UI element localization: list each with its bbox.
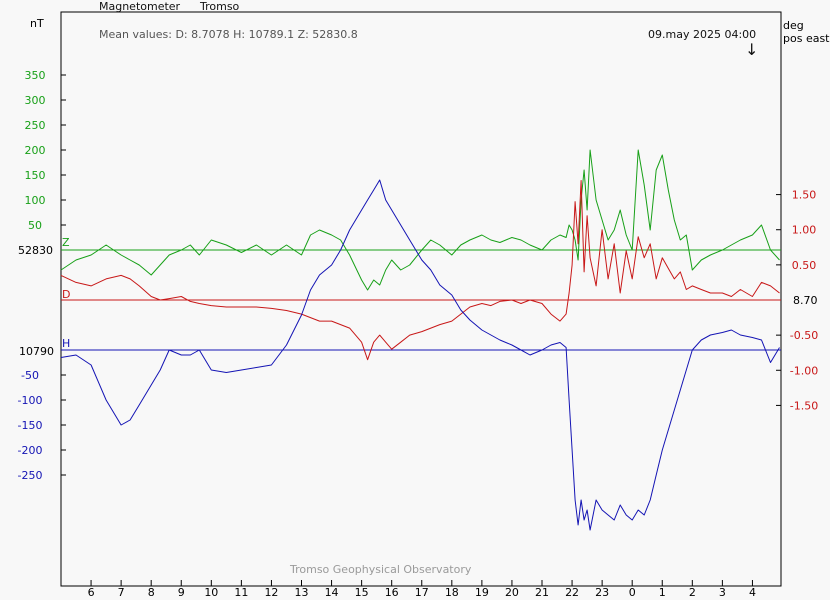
h-baseline-value: 10790 [19, 345, 54, 358]
x-tick-label: 17 [415, 586, 429, 599]
x-tick-label: 10 [204, 586, 218, 599]
left-tick-label-h: -50 [21, 369, 39, 382]
x-tick-label: 1 [659, 586, 666, 599]
left-axis: 350 300 250 200 150 100 50 -50 -100 -150 -200 -250 [18, 69, 66, 482]
plot-frame [60, 11, 782, 587]
x-tick-label: 9 [178, 586, 185, 599]
x-tick-label: 20 [505, 586, 519, 599]
left-tick-label-h: -200 [18, 444, 43, 457]
x-tick-label: 11 [234, 586, 248, 599]
x-tick-label: 8 [148, 586, 155, 599]
z-series-label: Z [62, 236, 70, 249]
station-title: Tromso [200, 0, 240, 13]
right-unit-label-1: deg [783, 19, 804, 32]
x-tick-label: 15 [355, 586, 369, 599]
x-axis: 6 7 8 9 10 11 12 13 14 15 16 17 18 19 20 21 22 23 0 1 2 3 4 [88, 580, 756, 599]
series-h-line [60, 179, 780, 531]
down-arrow-icon: ↓ [745, 40, 759, 59]
right-tick-label: 0.50 [792, 259, 817, 272]
instrument-title: Magnetometer [99, 0, 181, 13]
x-tick-label: 0 [629, 586, 636, 599]
left-tick-label-z: 100 [25, 194, 46, 207]
z-baseline-value: 52830 [18, 244, 53, 257]
d-baseline-value: 8.70 [793, 294, 818, 307]
series-d-line [60, 180, 780, 361]
x-tick-label: 22 [565, 586, 579, 599]
series-z-line [60, 149, 780, 291]
x-tick-label: 12 [264, 586, 278, 599]
x-tick-label: 21 [535, 586, 549, 599]
left-tick-label-h: -150 [18, 419, 43, 432]
left-tick-label-z: 200 [25, 144, 46, 157]
mean-values: Mean values: D: 8.7078 H: 10789.1 Z: 528… [99, 28, 358, 41]
left-tick-label-z: 150 [25, 169, 46, 182]
right-tick-label: -1.00 [790, 364, 818, 377]
x-tick-label: 23 [595, 586, 609, 599]
x-tick-label: 2 [689, 586, 696, 599]
d-series-label: D [62, 288, 70, 301]
x-tick-label: 4 [749, 586, 756, 599]
left-tick-label-z: 300 [25, 94, 46, 107]
x-tick-label: 16 [385, 586, 399, 599]
timestamp: 09.may 2025 04:00 [648, 28, 757, 41]
left-tick-label-h: -100 [18, 394, 43, 407]
x-tick-label: 18 [445, 586, 459, 599]
series-layer [60, 149, 780, 531]
h-series-label: H [62, 337, 70, 350]
right-tick-label: 1.00 [792, 224, 817, 237]
left-unit-label: nT [30, 17, 44, 30]
observatory-credit: Tromso Geophysical Observatory [290, 563, 472, 576]
right-unit-label-2: pos east [783, 32, 830, 45]
x-tick-label: 7 [118, 586, 125, 599]
x-tick-label: 14 [325, 586, 339, 599]
right-axis: 1.50 1.00 0.50 -0.50 -1.00 -1.50 [776, 189, 818, 412]
left-tick-label-z: 350 [25, 69, 46, 82]
left-tick-label-z: 250 [25, 119, 46, 132]
right-tick-label: -1.50 [790, 399, 818, 412]
left-tick-label-z: 50 [28, 219, 42, 232]
right-tick-label: -0.50 [790, 329, 818, 342]
left-tick-label-h: -250 [18, 469, 43, 482]
x-tick-label: 6 [88, 586, 95, 599]
right-tick-label: 1.50 [792, 189, 817, 202]
x-tick-label: 3 [719, 586, 726, 599]
x-tick-label: 13 [295, 586, 309, 599]
x-tick-label: 19 [475, 586, 489, 599]
